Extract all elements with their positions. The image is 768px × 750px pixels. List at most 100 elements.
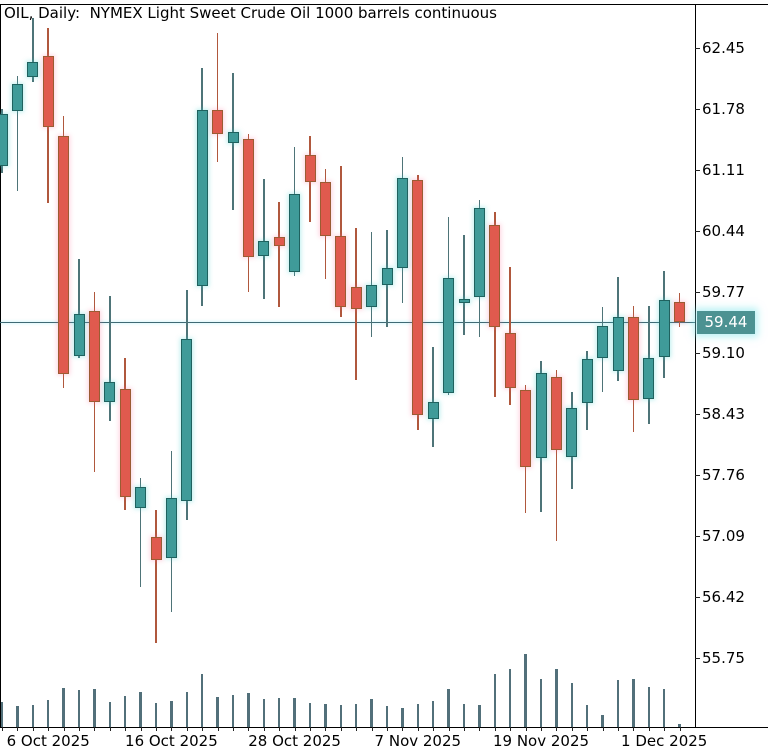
time-axis-label: 28 Oct 2025 <box>248 732 341 750</box>
candle-body <box>73 313 85 356</box>
candle-body <box>242 139 254 258</box>
candle-wick <box>555 370 558 542</box>
volume-bar <box>293 698 296 727</box>
time-axis-tick <box>679 727 681 731</box>
price-axis-tick <box>695 231 700 232</box>
volume-bar <box>632 679 635 727</box>
candle-body <box>0 113 8 167</box>
volume-bar <box>247 693 250 727</box>
volume-bar <box>493 674 497 727</box>
candle-body <box>597 325 609 358</box>
candle-body <box>396 178 408 269</box>
volume-bar <box>662 689 666 727</box>
volume-bar <box>370 699 373 727</box>
time-axis-tick <box>417 727 419 731</box>
time-axis-tick <box>48 727 50 731</box>
candle-body <box>612 317 624 372</box>
volume-bar <box>555 669 558 727</box>
time-axis-tick <box>125 727 127 731</box>
candle-body <box>258 241 270 256</box>
price-axis-label: 57.09 <box>702 527 745 545</box>
candle-body <box>627 317 639 401</box>
candle-body <box>335 236 347 308</box>
candle-body <box>181 339 193 502</box>
volume-bar <box>308 703 312 727</box>
price-axis-tick <box>695 597 700 598</box>
price-axis-tick <box>695 536 700 537</box>
candle-body <box>489 224 501 327</box>
time-axis-tick <box>525 727 527 731</box>
price-chart-plot-area[interactable]: OIL, Daily: NYMEX Light Sweet Crude Oil … <box>0 4 695 727</box>
candle-wick <box>32 17 34 82</box>
time-axis-tick <box>233 727 234 731</box>
time-axis-tick <box>279 727 281 731</box>
candle-body <box>304 154 316 182</box>
time-axis-tick <box>433 727 435 731</box>
volume-bar <box>447 689 450 727</box>
chart-title: OIL, Daily: NYMEX Light Sweet Crude Oil … <box>4 4 497 22</box>
volume-bar <box>123 696 127 727</box>
candle-body <box>458 299 470 303</box>
volume-bar <box>200 674 204 727</box>
time-axis-tick <box>618 727 619 731</box>
candle-wick <box>216 33 219 162</box>
candle-body <box>104 382 116 403</box>
volume-bar <box>324 704 327 727</box>
time-axis-tick <box>387 727 388 731</box>
price-axis-label: 60.44 <box>702 222 745 240</box>
volume-bar <box>262 699 266 727</box>
time-axis-tick <box>79 727 80 731</box>
candle-body <box>165 497 177 558</box>
candle-body <box>381 268 393 285</box>
time-axis-tick <box>340 727 342 731</box>
current-price-value: 59.44 <box>704 313 748 332</box>
time-axis-tick <box>140 727 142 731</box>
volume-bar <box>339 705 343 727</box>
time-axis-tick <box>294 727 296 731</box>
price-axis-label: 56.42 <box>702 588 745 606</box>
volume-bar <box>216 697 219 727</box>
chart-frame-left <box>0 4 1 727</box>
volume-bar <box>231 695 235 727</box>
volume-bar <box>431 701 435 727</box>
time-axis-tick <box>494 727 496 731</box>
volume-bar <box>678 724 681 727</box>
time-axis-tick <box>17 727 19 731</box>
candle-wick <box>263 179 265 300</box>
volume-bar <box>462 704 466 727</box>
volume-bar <box>478 705 481 727</box>
candle-body <box>58 136 70 374</box>
time-axis-tick <box>571 727 573 731</box>
candle-body <box>212 109 224 135</box>
volume-bar <box>77 690 81 727</box>
volume-bar <box>108 702 112 727</box>
candle-body <box>27 61 39 78</box>
time-axis-tick <box>263 727 265 731</box>
price-axis-tick <box>695 292 700 293</box>
time-axis-tick <box>325 727 327 731</box>
price-axis-tick <box>695 109 700 110</box>
volume-bar <box>401 708 404 727</box>
time-axis-tick <box>448 727 450 731</box>
time-axis-label: 16 Oct 2025 <box>125 732 218 750</box>
time-axis-label: 1 Dec 2025 <box>621 732 708 750</box>
time-axis-tick <box>310 727 311 731</box>
candle-body <box>366 284 378 308</box>
candle-body <box>150 536 162 560</box>
candle-body <box>289 193 301 272</box>
time-axis-line <box>0 727 768 728</box>
time-axis-tick <box>371 727 373 731</box>
volume-bar <box>185 692 189 727</box>
price-axis-label: 59.77 <box>702 283 745 301</box>
price-axis-label: 57.76 <box>702 466 745 484</box>
candle-body <box>643 357 655 399</box>
candle-body <box>473 208 485 298</box>
time-axis-tick <box>464 727 465 731</box>
time-axis-tick <box>510 727 512 731</box>
price-axis-line <box>695 4 696 727</box>
candle-body <box>119 389 131 497</box>
price-axis[interactable]: 59.44 62.45 61.78 61.11 60.44 59.77 59.10 58.4… <box>695 4 768 727</box>
time-axis-tick <box>556 727 558 731</box>
time-axis[interactable]: 6 Oct 2025 16 Oct 2025 28 Oct 2025 7 Nov 20… <box>0 727 768 750</box>
